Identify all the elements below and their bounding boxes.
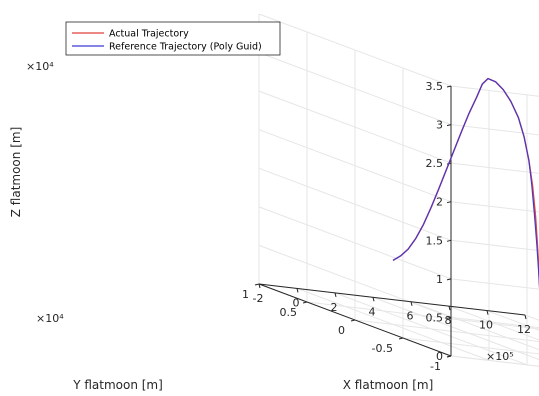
- x-tick-label: -2: [253, 292, 264, 305]
- z-tick-mark: [446, 316, 452, 319]
- x-tick-label: 6: [407, 310, 414, 323]
- sidewall-gridline-z: [258, 167, 452, 241]
- backwall-gridline-z: [450, 278, 539, 290]
- sidewall-gridline-z: [258, 13, 452, 87]
- sidewall-gridline-z: [258, 52, 452, 126]
- z-tick-label: 2.5: [426, 157, 444, 170]
- legend-box: [65, 21, 281, 56]
- y-axis-exponent: ×10⁴: [36, 312, 64, 325]
- sidewall-gridline-z: [258, 244, 452, 318]
- backwall-gridline-z: [450, 239, 539, 252]
- z-axis-exponent: ×10⁴: [26, 60, 54, 73]
- floor-gridline-x: [372, 296, 539, 361]
- z-tick-mark: [446, 355, 452, 358]
- y-tick-label: -1: [430, 360, 441, 373]
- z-tick-label: 1: [436, 273, 443, 286]
- x-tick-mark: [296, 288, 299, 293]
- legend: Actual Trajectory Reference Trajectory (…: [65, 21, 281, 56]
- x-tick-label: 12: [517, 323, 531, 336]
- sidewall-gridline-z: [258, 206, 452, 280]
- z-tick-mark: [446, 201, 452, 204]
- y-tick-label: 0: [338, 324, 345, 337]
- y-axis-label: Y flatmoon [m]: [72, 378, 163, 392]
- series-layer: [392, 77, 539, 289]
- series-line-actual: [392, 77, 539, 289]
- y-tick-label: -0.5: [372, 342, 393, 355]
- x-axis-exponent: ×10⁵: [486, 350, 514, 363]
- z-tick-label: 3: [436, 119, 443, 132]
- x-tick-mark: [372, 297, 375, 302]
- z-axis-label: Z flatmoon [m]: [9, 127, 23, 218]
- x-tick-mark: [524, 314, 527, 320]
- x-axis-label: X flatmoon [m]: [343, 378, 434, 392]
- floor-gridline-y: [354, 319, 539, 342]
- x-axis-line: [258, 283, 526, 316]
- backwall-gridline-z: [450, 316, 539, 329]
- floor-gridline-x: [448, 305, 539, 341]
- z-tick-label: 0.5: [426, 311, 444, 324]
- x-tick-mark: [448, 305, 451, 311]
- axis-box: [258, 86, 526, 357]
- z-tick-label: 3.5: [426, 80, 444, 93]
- x-tick-label: 10: [479, 319, 493, 332]
- x-tick-label: 8: [445, 314, 452, 327]
- legend-label-reference: Reference Trajectory (Poly Guid): [109, 42, 262, 53]
- x-tick-mark: [258, 283, 261, 289]
- backwall-gridline-z: [450, 355, 539, 367]
- z-tick-mark: [446, 278, 452, 281]
- backwall-gridline-z: [450, 85, 539, 97]
- floor-gridline-y: [306, 301, 539, 330]
- x-tick-mark: [334, 292, 337, 298]
- y-tick-label: 1: [242, 288, 249, 301]
- grid-layer: [258, 13, 539, 367]
- x-tick-label: 2: [331, 301, 338, 314]
- backwall-gridline-z: [450, 162, 539, 174]
- y-tick-mark: [350, 319, 356, 322]
- y-tick-mark: [302, 301, 308, 304]
- backwall-gridline-z: [450, 124, 539, 136]
- series-line-reference: [392, 78, 539, 289]
- z-tick-mark: [446, 124, 452, 127]
- legend-label-actual: Actual Trajectory: [109, 29, 189, 40]
- x-tick-mark: [410, 301, 413, 306]
- x-tick-label: 0: [293, 296, 300, 309]
- x-tick-mark: [486, 310, 489, 315]
- z-tick-mark: [446, 85, 452, 88]
- sidewall-gridline-z: [258, 129, 452, 203]
- z-tick-label: 1.5: [426, 234, 444, 247]
- y-tick-label: 0.5: [280, 306, 298, 319]
- y-tick-mark: [398, 337, 404, 340]
- floor-gridline-x: [486, 310, 539, 331]
- x-tick-label: 4: [369, 305, 376, 318]
- floor-gridline-y: [402, 337, 539, 355]
- sidewall-gridline-z: [258, 90, 452, 164]
- z-tick-label: 2: [436, 196, 443, 209]
- backwall-gridline-z: [450, 201, 539, 213]
- z-tick-label: 0: [436, 350, 443, 363]
- y-tick-mark: [254, 283, 260, 286]
- z-tick-mark: [446, 239, 452, 242]
